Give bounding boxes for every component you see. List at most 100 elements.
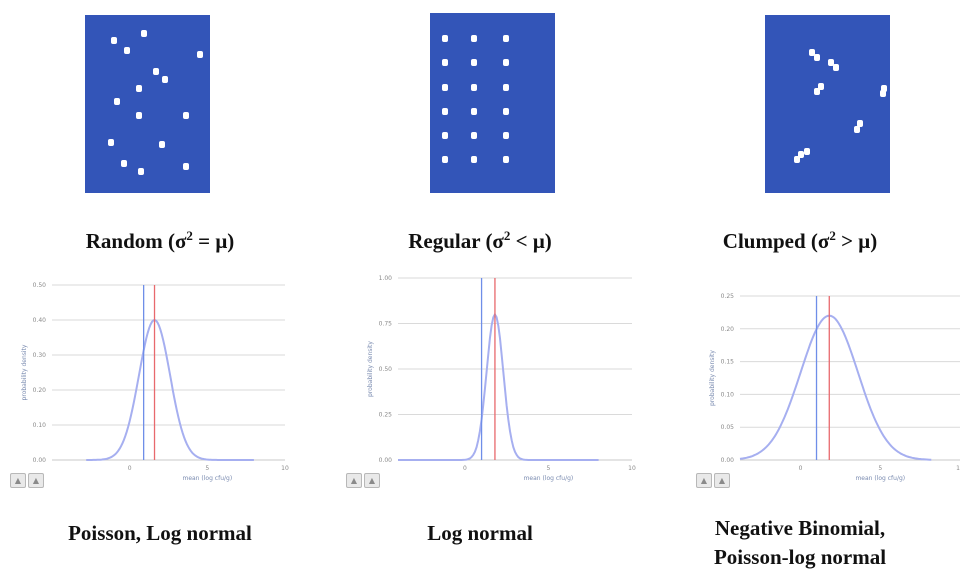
pattern-label-text: Regular (σ [408, 229, 504, 253]
y-tick-label: 0.50 [379, 366, 393, 373]
organism-dot [152, 67, 159, 75]
y-axis-label: probability density [21, 344, 28, 400]
density-chart-random: 0.00 0.10 0.20 0.30 0.40 0.50 0 5 10 mean (log cf… [21, 282, 289, 482]
organism-dot [162, 76, 169, 84]
organism-dot [502, 155, 509, 163]
organism-dot [136, 111, 143, 119]
y-tick-label: 0.00 [379, 457, 393, 464]
y-tick-label: 0.10 [33, 422, 47, 429]
y-tick-label: 1.00 [379, 275, 393, 282]
organism-dot [183, 162, 190, 170]
organism-dot [880, 84, 887, 92]
x-axis-label: mean (log cfu/g) [182, 475, 232, 482]
organism-dot [502, 131, 509, 139]
organism-dot [809, 49, 816, 56]
y-tick-label: 0.40 [33, 317, 47, 324]
organism-dot [183, 111, 190, 119]
organism-dot [470, 35, 477, 43]
organism-dot [441, 107, 448, 115]
distribution-line: Poisson-log normal [713, 545, 887, 569]
organism-dot [158, 140, 165, 148]
organism-dot [470, 107, 477, 115]
density-curve [86, 318, 254, 461]
x-tick-label: 10 [281, 465, 289, 472]
zoom-button[interactable]: ▲ [10, 473, 26, 488]
mountain-reset-icon: ▲ [32, 476, 40, 485]
pattern-label-text: > μ) [835, 229, 878, 253]
y-axis-label: probability density [367, 341, 374, 397]
pattern-label-text: = μ) [192, 229, 235, 253]
organism-dot [502, 35, 509, 43]
mountain-zoom-icon: ▲ [350, 476, 358, 485]
distribution-line: Negative Binomial, [714, 516, 886, 540]
organism-dot [114, 98, 121, 106]
organism-dot [803, 147, 810, 155]
organism-dot [857, 120, 864, 128]
organism-dot [832, 64, 839, 72]
distribution-line: Log normal [427, 521, 533, 545]
pattern-label-text: < μ) [510, 229, 552, 253]
reset-button[interactable]: ▲ [714, 473, 730, 488]
y-tick-label: 0.20 [33, 387, 47, 394]
organism-dot [197, 50, 204, 58]
organism-dot [470, 59, 477, 67]
organism-dot [814, 54, 821, 62]
organism-dot [441, 59, 448, 67]
organism-dot [502, 107, 509, 115]
organism-dot [794, 156, 801, 164]
x-tick-label: 10 [956, 465, 960, 472]
y-tick-label: 0.00 [721, 457, 735, 464]
zoom-button[interactable]: ▲ [696, 473, 712, 488]
panel-clumped: Clumped (σ2 > μ) 0.00 0.05 0.10 0.15 0.20 0.2… [640, 0, 960, 576]
x-axis-label: mean (log cfu/g) [524, 475, 574, 482]
organism-dot [441, 131, 448, 139]
reset-button[interactable]: ▲ [364, 473, 380, 488]
organism-dot [441, 35, 448, 43]
organism-dot [879, 89, 886, 97]
distribution-label-random: Poisson, Log normal [0, 519, 320, 548]
organism-dot [470, 83, 477, 91]
spatial-field-clumped [765, 15, 890, 193]
organism-dot [828, 59, 835, 67]
organism-dot [814, 88, 821, 96]
x-tick-label: 5 [205, 465, 209, 472]
organism-dot [441, 83, 448, 91]
panel-random: Random (σ2 = μ) 0.00 0.10 0.20 0.30 0.40 0.50… [0, 0, 320, 576]
x-tick-label: 10 [628, 465, 636, 472]
x-tick-label: 5 [547, 465, 551, 472]
panel-regular: Regular (σ2 < μ) 0.00 0.25 0.50 0.75 1.00 0 5 1… [320, 0, 640, 576]
distribution-label-regular: Log normal [320, 519, 640, 548]
density-curve [739, 314, 932, 461]
pattern-label-sup: 2 [186, 228, 193, 243]
spatial-field-regular [430, 13, 555, 193]
y-tick-label: 0.00 [33, 457, 47, 464]
organism-dot [137, 168, 144, 175]
organism-dot [121, 159, 128, 167]
y-tick-label: 0.75 [379, 321, 393, 328]
x-tick-label: 0 [463, 465, 467, 472]
pattern-label-text: Random (σ [85, 229, 187, 253]
pattern-label-text: Clumped (σ [722, 229, 830, 253]
x-axis-label: mean (log cfu/g) [855, 475, 905, 482]
mountain-zoom-icon: ▲ [14, 476, 22, 485]
organism-dot [110, 37, 117, 45]
y-tick-label: 0.25 [721, 293, 735, 300]
y-tick-label: 0.20 [721, 326, 735, 333]
organism-dot [502, 59, 509, 67]
organism-dot [853, 125, 860, 133]
organism-dot [797, 151, 804, 158]
mountain-zoom-icon: ▲ [700, 476, 708, 485]
organism-dot [123, 47, 130, 55]
zoom-button[interactable]: ▲ [346, 473, 362, 488]
organism-dot [470, 131, 477, 139]
y-axis-label: probability density [709, 350, 716, 406]
y-tick-label: 0.25 [379, 412, 393, 419]
y-tick-label: 0.15 [721, 359, 735, 366]
y-tick-label: 0.10 [721, 391, 735, 398]
reset-button[interactable]: ▲ [28, 473, 44, 488]
distribution-line: Poisson, Log normal [68, 521, 252, 545]
density-chart-clumped: 0.00 0.05 0.10 0.15 0.20 0.25 0 5 10 mean (log cf… [709, 293, 960, 482]
pattern-label-sup: 2 [829, 228, 836, 243]
distribution-label-clumped: Negative Binomial, Poisson-log normal [640, 514, 960, 572]
organism-dot [470, 155, 477, 163]
